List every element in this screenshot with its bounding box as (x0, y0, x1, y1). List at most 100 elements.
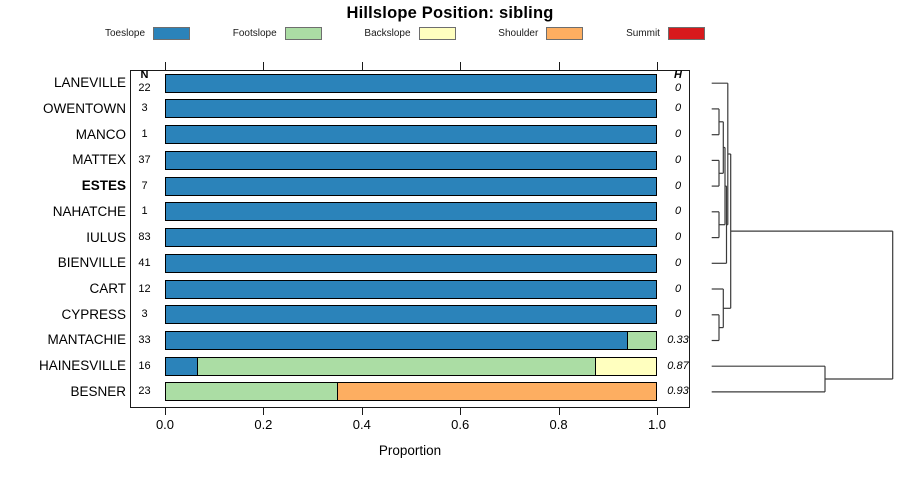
h-value: 0 (674, 102, 682, 115)
row-label: LANEVILLE (53, 75, 126, 91)
legend-item: Summit (626, 27, 705, 40)
bar-segment-toeslope (166, 357, 197, 375)
legend-label: Toeslope (105, 28, 146, 39)
x-tick-label: 0.4 (352, 417, 371, 432)
x-tick-top (263, 62, 265, 70)
h-value: 0.33 (667, 333, 689, 346)
bar-segment-toeslope (166, 229, 656, 247)
n-value: 16 (138, 359, 151, 372)
n-value: 37 (138, 153, 151, 166)
legend-item: Backslope (364, 27, 456, 40)
x-tick-top (460, 62, 462, 70)
bar (165, 125, 657, 145)
bar-segment-toeslope (166, 203, 656, 221)
bar (165, 202, 657, 222)
bar (165, 330, 657, 350)
legend-swatch (546, 27, 584, 40)
x-tick-top (165, 62, 166, 70)
x-tick-top (361, 62, 363, 70)
bar (165, 279, 657, 299)
legend-swatch (153, 27, 191, 40)
h-value: 0 (674, 128, 682, 141)
bar-segment-toeslope (166, 177, 656, 195)
n-value: 22 (138, 82, 151, 95)
legend-item: Footslope (233, 27, 322, 40)
bar-segment-toeslope (166, 331, 627, 349)
h-value: 0 (674, 282, 682, 295)
h-value: 0 (674, 256, 682, 269)
bar-segment-toeslope (166, 100, 656, 118)
x-tick-bottom (263, 408, 265, 415)
row-label: HAINESVILLE (38, 358, 126, 374)
x-axis-title: Proportion (378, 443, 442, 458)
plot-frame (130, 70, 690, 408)
n-column-header: N (140, 69, 149, 81)
bar-segment-shoulder (336, 383, 656, 401)
bar (165, 356, 657, 376)
legend-swatch (284, 27, 322, 40)
bar-segment-toeslope (166, 151, 656, 169)
legend-label: Backslope (364, 28, 411, 39)
bar-segment-footslope (166, 383, 337, 401)
bar-segment-toeslope (166, 280, 656, 298)
bar-segment-footslope (626, 331, 656, 349)
x-tick-label: 0.2 (254, 417, 273, 432)
n-value: 41 (138, 256, 151, 269)
n-value: 1 (141, 128, 148, 141)
row-label: CYPRESS (61, 306, 126, 322)
h-column-header: H (674, 69, 682, 81)
row-label: CART (89, 281, 126, 297)
x-tick-label: 0.8 (549, 417, 568, 432)
legend-label: Footslope (232, 28, 277, 39)
bar (165, 253, 657, 273)
bar (165, 305, 657, 325)
n-value: 1 (141, 205, 148, 218)
legend-label: Shoulder (498, 28, 539, 39)
bar (165, 382, 657, 402)
legend-item: Toeslope (105, 27, 191, 40)
n-value: 12 (138, 282, 151, 295)
bar (165, 228, 657, 248)
row-label: MATTEX (72, 152, 126, 168)
bar-segment-footslope (196, 357, 595, 375)
row-label: MANTACHIE (47, 332, 126, 348)
row-label: IULUS (86, 229, 126, 245)
x-tick-bottom (657, 408, 658, 415)
n-value: 3 (141, 308, 148, 321)
legend-item: Shoulder (498, 27, 584, 40)
h-value: 0 (674, 153, 682, 166)
bar-segment-toeslope (166, 254, 656, 272)
n-value: 3 (141, 102, 148, 115)
legend-swatch (418, 27, 456, 40)
h-value: 0 (674, 308, 682, 321)
legend-label: Summit (626, 28, 660, 39)
x-tick-bottom (558, 408, 560, 415)
x-tick-bottom (460, 408, 462, 415)
bar-segment-backslope (594, 357, 656, 375)
legend: Toeslope Footslope Backslope Shoulder Summit (105, 25, 705, 42)
x-tick-label: 0.0 (155, 417, 175, 432)
x-tick-bottom (165, 408, 166, 415)
row-label: BESNER (70, 383, 126, 399)
bar (165, 150, 657, 170)
n-value: 23 (138, 385, 151, 398)
n-value: 83 (138, 231, 151, 244)
n-value: 7 (141, 179, 148, 192)
x-tick-label: 1.0 (647, 417, 667, 432)
bar-segment-toeslope (166, 126, 656, 144)
h-value: 0 (674, 205, 682, 218)
bar (165, 99, 657, 119)
row-label: NAHATCHE (52, 203, 126, 219)
bar (165, 176, 657, 196)
bar-segment-toeslope (166, 74, 656, 92)
row-label: MANCO (75, 126, 126, 142)
chart-title: Hillslope Position: sibling (346, 4, 554, 22)
h-value: 0.93 (667, 385, 689, 398)
x-tick-top (558, 62, 560, 70)
row-label: OWENTOWN (43, 100, 126, 116)
h-value: 0 (674, 82, 682, 95)
bar-segment-toeslope (166, 306, 656, 324)
x-tick-label: 0.6 (451, 417, 470, 432)
legend-swatch (667, 27, 705, 40)
